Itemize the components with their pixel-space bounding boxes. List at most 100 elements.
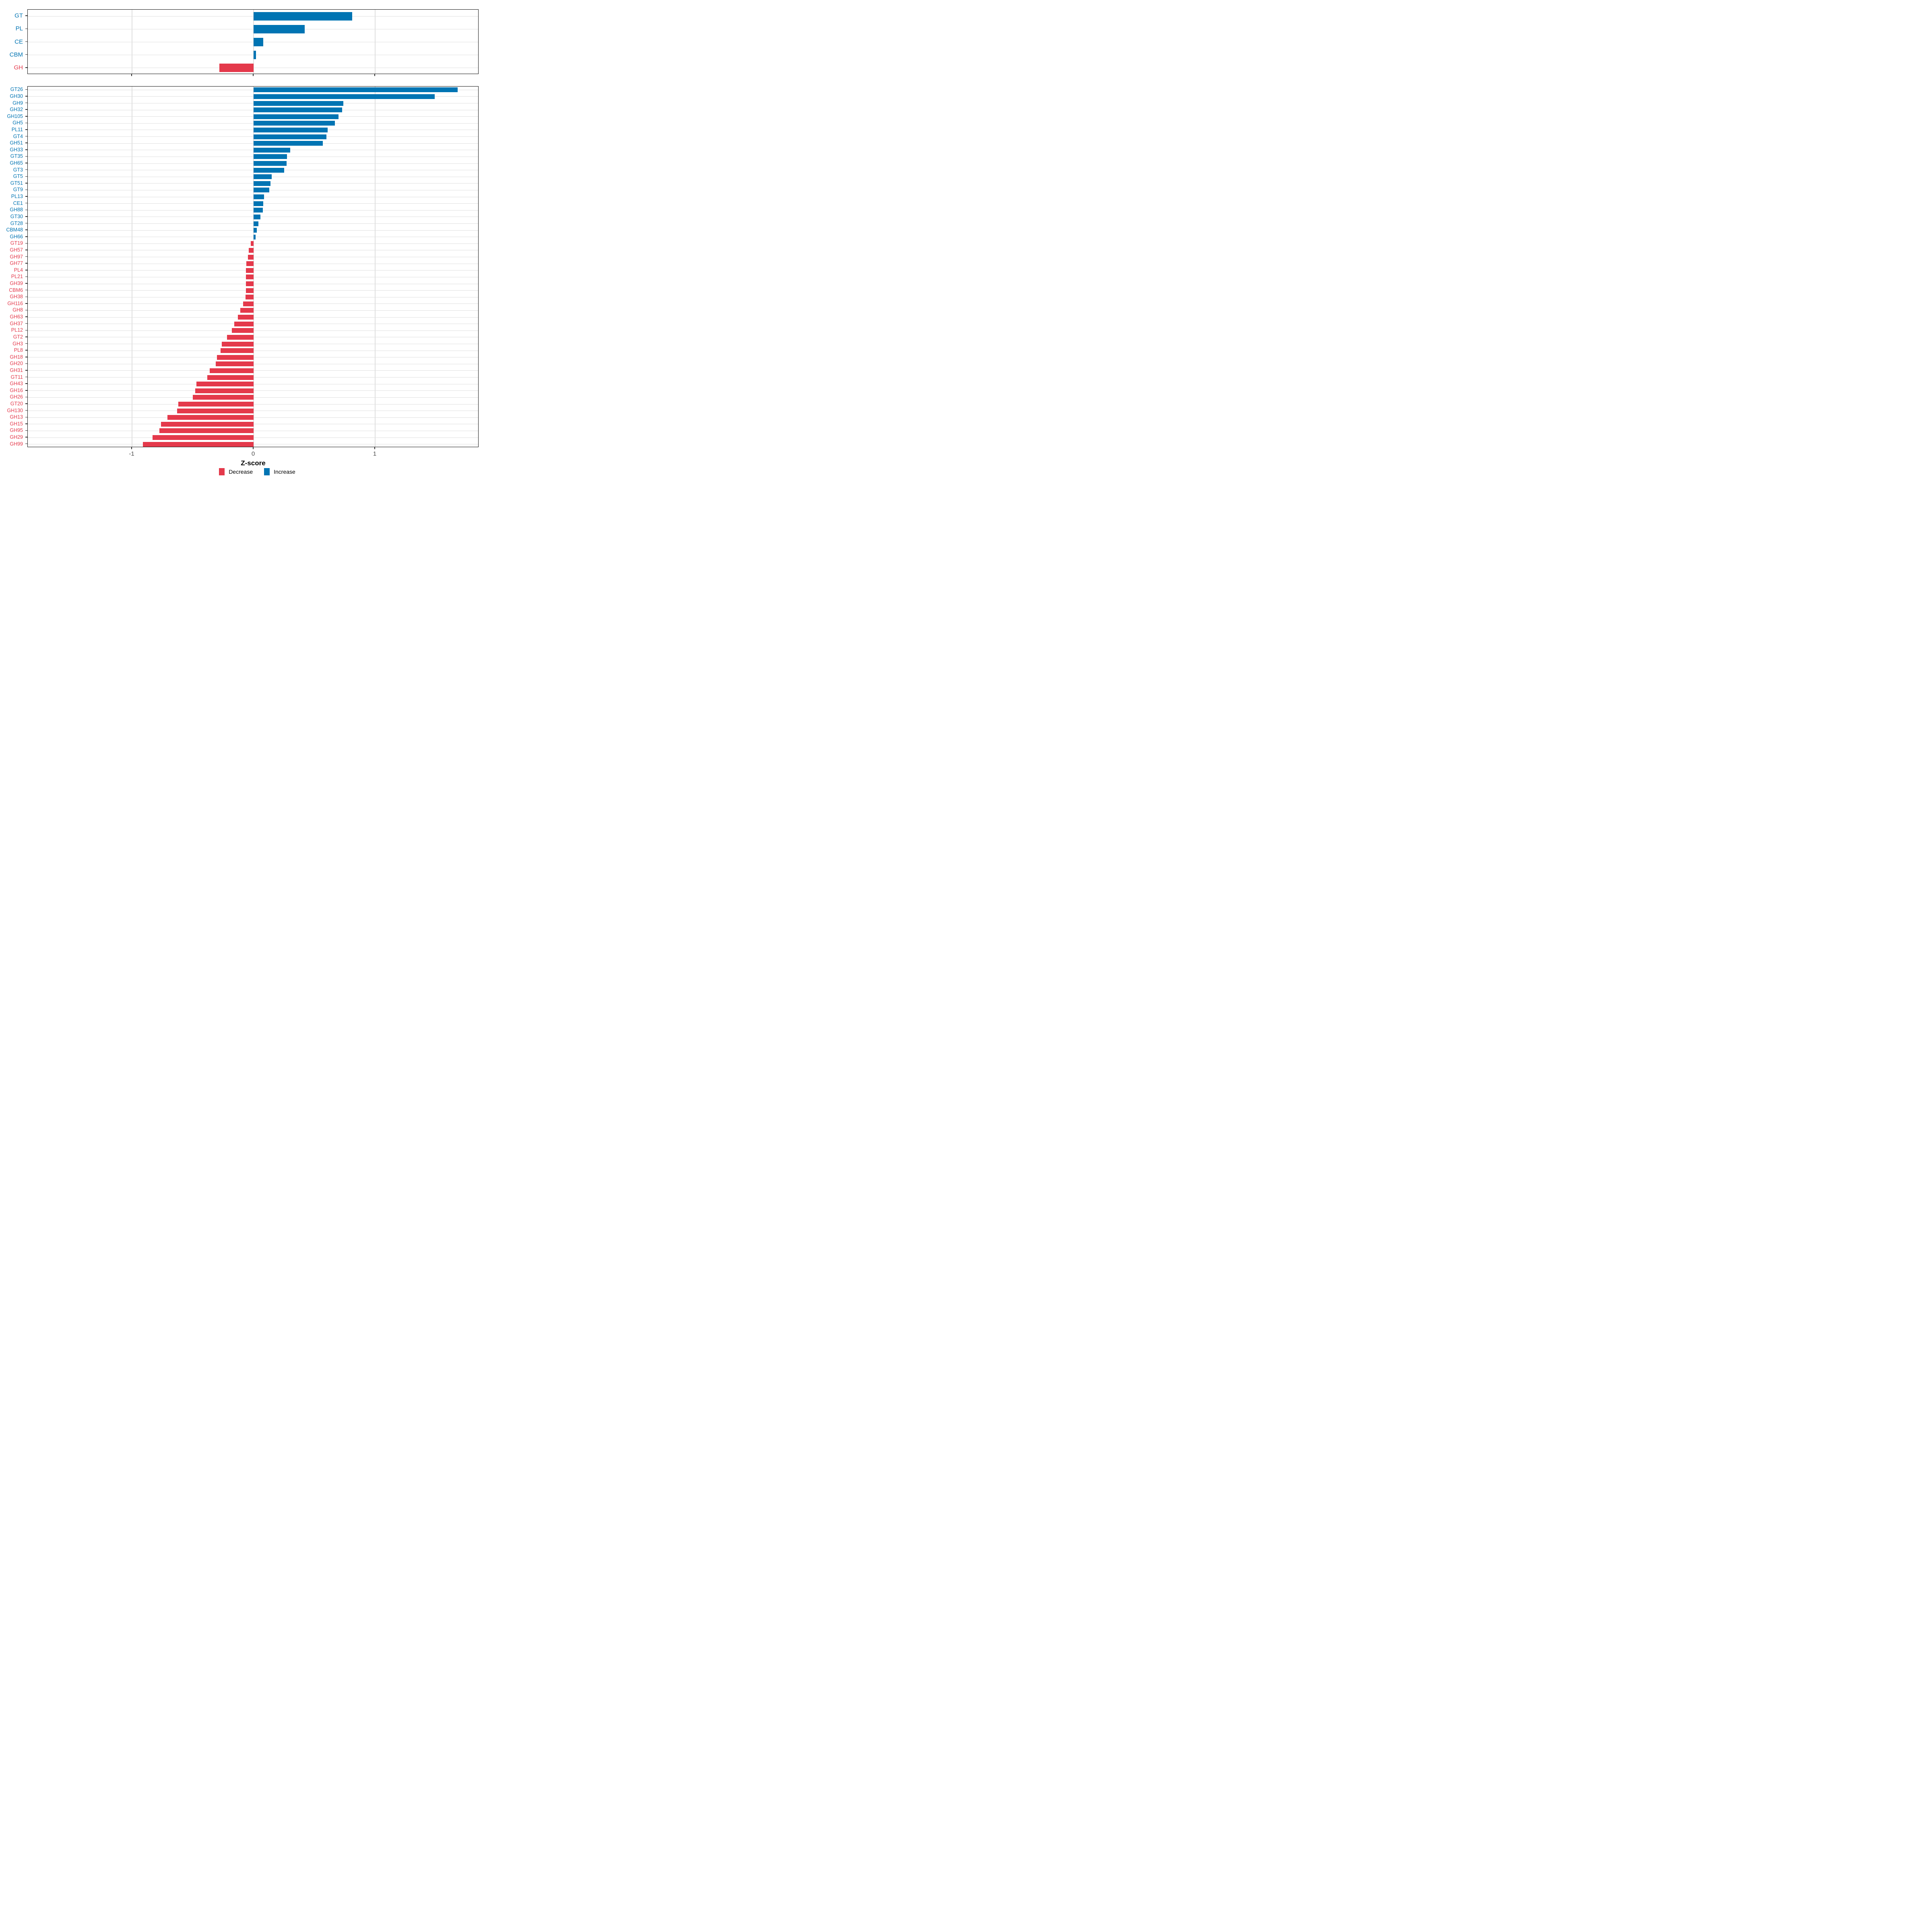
y-tick [25,183,27,184]
y-tick [25,15,27,16]
bar-gt9 [254,188,270,193]
y-axis-label-gh30: GH30 [10,93,23,99]
bar-gt4 [254,134,327,139]
bar-cbm48 [254,228,257,233]
bar-gh97 [248,254,254,260]
y-tick [25,316,27,317]
y-tick [25,89,27,90]
y-tick [25,417,27,418]
y-tick [25,370,27,371]
legend-label-decrease: Decrease [229,469,253,475]
y-axis-label-gh5: GH5 [12,120,23,126]
x-tick [374,74,375,76]
y-axis-label-ce: CE [14,38,23,45]
y-gridline [28,116,478,117]
y-axis-label-gt19: GT19 [10,240,23,246]
x-tick-label: 1 [373,450,377,457]
y-axis-label-pl8: PL8 [14,347,23,353]
y-tick [25,350,27,351]
y-axis-label-gh63: GH63 [10,314,23,320]
y-axis-label-gt: GT [14,12,23,19]
bar-gh37 [234,321,254,326]
y-axis-label-gt20: GT20 [10,401,23,407]
x-gridline [375,10,376,74]
y-axis-label-gh43: GH43 [10,381,23,387]
y-tick [25,423,27,424]
y-tick [25,303,27,304]
y-axis-label-gh: GH [14,64,23,71]
bar-gt30 [254,214,260,219]
bar-gh3 [222,341,254,347]
y-tick [25,283,27,284]
bar-ce1 [254,201,264,206]
y-axis-label-cbm: CBM [9,51,23,58]
bar-gt3 [254,167,284,173]
y-tick [25,410,27,411]
y-axis-label-gh26: GH26 [10,394,23,400]
y-tick [25,390,27,391]
y-axis-label-gh95: GH95 [10,427,23,433]
y-tick [25,336,27,337]
x-tick [253,74,254,76]
y-axis-label-gh51: GH51 [10,140,23,146]
y-axis-label-cbm6: CBM6 [9,287,23,293]
legend-label-increase: Increase [274,469,295,475]
y-axis-label-gt11: GT11 [10,374,23,380]
bar-cbm [254,51,256,60]
bar-gh130 [177,408,254,413]
bar-gh31 [210,368,254,373]
bar-gt35 [254,154,287,159]
y-axis-label-gt5: GT5 [13,173,23,180]
y-gridline [28,163,478,164]
y-axis-label-gh3: GH3 [12,341,23,347]
legend-key-increase [264,468,270,475]
bar-gt28 [254,221,259,226]
bar-gh29 [153,435,254,440]
y-gridline [28,143,478,144]
y-axis-label-gh32: GH32 [10,107,23,113]
bar-gh20 [216,361,254,367]
bar-gt19 [251,241,254,246]
y-tick [25,176,27,177]
y-axis-label-gh66: GH66 [10,233,23,239]
y-axis-label-gt9: GT9 [13,187,23,193]
y-tick [25,169,27,170]
y-axis-label-gh9: GH9 [12,100,23,106]
bar-gt5 [254,174,272,180]
y-axis-label-gh31: GH31 [10,367,23,373]
bar-gh105 [254,114,339,119]
y-tick [25,430,27,431]
bar-gh5 [254,121,335,126]
y-axis-label-gh20: GH20 [10,361,23,367]
y-tick [25,209,27,211]
y-tick [25,383,27,384]
bar-pl4 [246,268,254,273]
bar-pl13 [254,194,264,200]
y-axis-label-gt2: GT2 [13,334,23,340]
y-axis-label-gt3: GT3 [13,167,23,173]
y-axis-label-gt26: GT26 [10,87,23,93]
y-tick [25,136,27,137]
y-axis-label-gt28: GT28 [10,220,23,226]
y-gridline [28,16,478,17]
bar-gh43 [196,382,254,387]
y-axis-label-gh77: GH77 [10,260,23,266]
bar-gh30 [254,94,435,99]
y-tick [25,289,27,291]
y-tick [25,96,27,97]
y-tick [25,229,27,230]
bar-gh99 [143,442,254,447]
y-tick [25,67,27,68]
y-axis-label-cbm48: CBM48 [6,227,23,233]
y-gridline [28,203,478,204]
panel-families [27,9,479,74]
bar-cbm6 [246,288,254,293]
y-tick [25,156,27,157]
bar-pl8 [221,348,254,353]
y-tick [25,54,27,55]
y-axis-label-gt4: GT4 [13,133,23,139]
bar-gh26 [193,395,254,400]
y-axis-label-gt51: GT51 [10,180,23,186]
bar-gh63 [237,315,254,320]
y-axis-label-gh130: GH130 [7,407,23,413]
